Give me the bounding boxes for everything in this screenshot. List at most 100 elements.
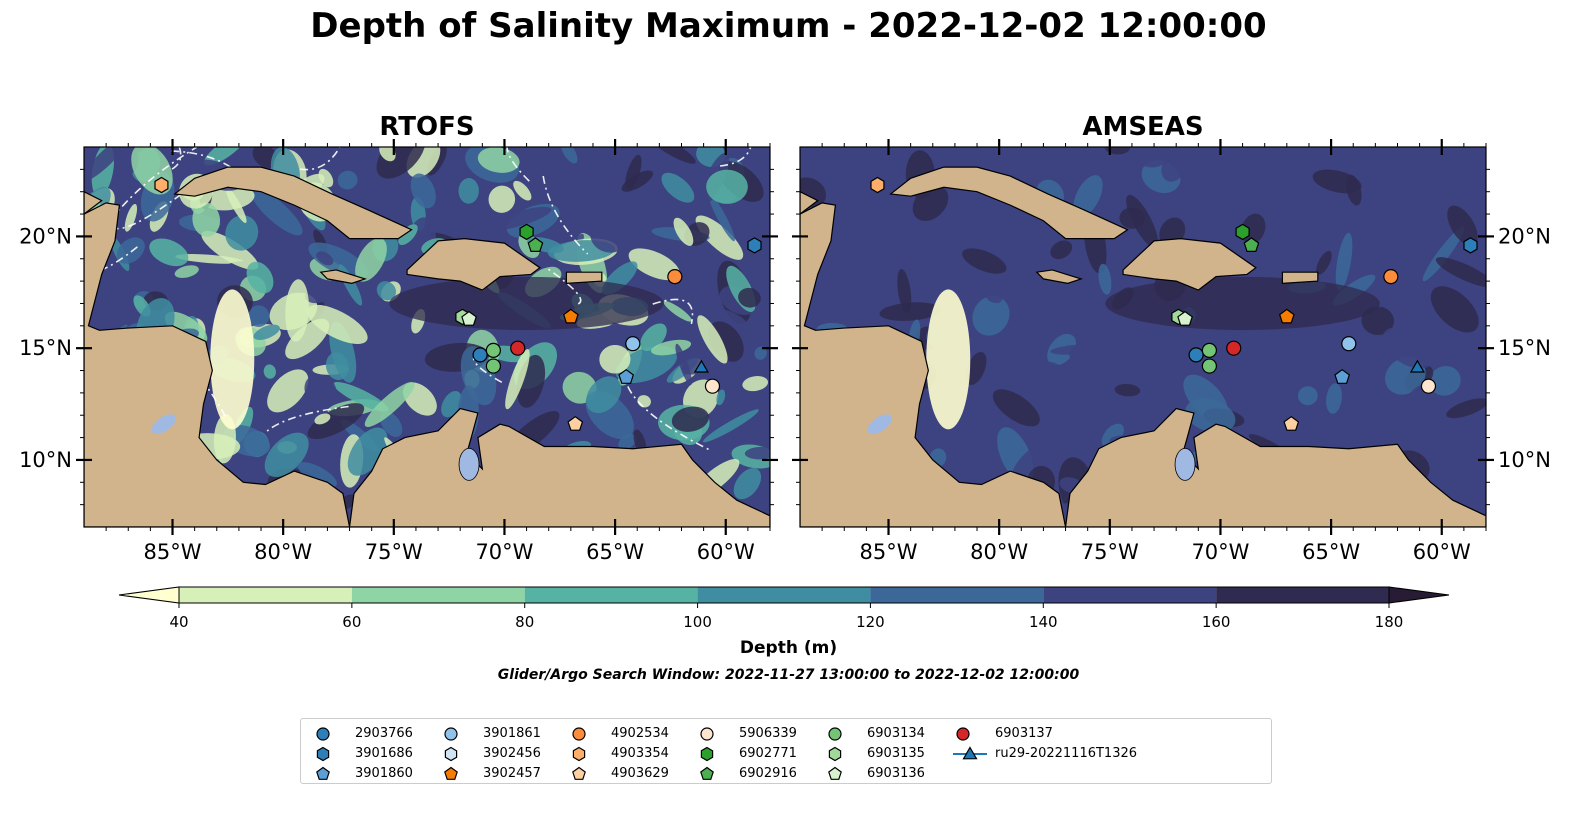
float-marker-3901686: [747, 237, 762, 254]
map-panel-rtofs: 20°N 15°N 10°N 85°W 80°W 75°W 70°W 65°W 60°W: [19, 139, 778, 564]
colorbar-tick-label: 60: [342, 613, 361, 631]
lat-tick-label: 15°N: [1498, 336, 1551, 360]
land-south-america: [1064, 407, 1486, 527]
legend-marker-icon: [953, 746, 987, 760]
legend-label: 3901686: [355, 746, 413, 761]
legend-marker: [316, 766, 330, 780]
colorbar-tick-label: 80: [515, 613, 534, 631]
colorbar-tick-label: 120: [856, 613, 885, 631]
legend-label: 4903629: [611, 766, 669, 781]
float-marker-6903134: [485, 358, 501, 374]
map-frame: [799, 146, 1487, 528]
legend-marker: [572, 746, 586, 762]
legend-marker-icon: [444, 766, 458, 780]
map-frame: [83, 146, 771, 528]
legend-marker: [828, 727, 842, 741]
legend-label: 6903136: [867, 766, 925, 781]
float-marker-3901861: [625, 336, 641, 352]
legend-marker: [572, 766, 586, 780]
legend: 2903766 3901686 3901860 3901861 3902456 39024…: [300, 718, 1272, 784]
float-marker-4903354: [154, 176, 169, 194]
colorbar-tick-label: 160: [1202, 613, 1231, 631]
colorbar-bin: [179, 587, 352, 603]
colorbar-tick-label: 40: [169, 613, 188, 631]
colorbar: 40 60 80 100 120 140 160 180: [118, 586, 1450, 631]
lat-tick-label: 20°N: [19, 224, 72, 248]
float-marker-ru29-20221116T1326: [693, 359, 709, 373]
panel-title-amseas: AMSEAS: [1082, 112, 1204, 142]
legend-label: 3902456: [483, 746, 541, 761]
land-puerto-rico: [565, 271, 603, 284]
lon-tick-label: 65°W: [586, 540, 644, 564]
legend-label: 6903135: [867, 746, 925, 761]
legend-marker: [444, 727, 458, 741]
legend-marker: [444, 766, 458, 780]
legend-label: 2903766: [355, 726, 413, 741]
land-hispaniola: [1122, 238, 1257, 291]
float-marker-6902916: [1243, 237, 1260, 252]
legend-marker: [316, 746, 330, 762]
legend-marker: [828, 766, 842, 780]
land-cuba: [173, 166, 413, 240]
legend-marker-icon: [700, 746, 714, 762]
float-marker-4903354: [870, 176, 885, 194]
legend-label: 5906339: [739, 726, 797, 741]
float-marker-6903134: [485, 342, 501, 359]
lon-tick-label: 60°W: [1413, 540, 1471, 564]
lake-maracaibo: [1174, 448, 1196, 481]
land-central-america: [800, 202, 1067, 527]
legend-marker-icon: [828, 766, 842, 780]
legend-marker-icon: [444, 727, 458, 741]
legend-label: 6903137: [995, 726, 1053, 741]
float-marker-3901860: [1334, 368, 1351, 384]
search-window-text: Glider/Argo Search Window: 2022-11-27 13…: [497, 667, 1080, 683]
lat-tick-label: 10°N: [1498, 448, 1551, 472]
float-marker-ru29-20221116T1326: [1409, 359, 1425, 373]
float-marker-6902771: [519, 223, 534, 241]
legend-label: ru29-20221116T1326: [995, 746, 1138, 761]
legend-marker: [316, 727, 330, 741]
lon-tick-label: 80°W: [970, 540, 1028, 564]
float-marker-6903134: [1201, 342, 1217, 359]
lake-maracaibo: [458, 448, 480, 481]
float-marker-4903629: [567, 415, 584, 431]
lat-tick-label: 20°N: [1498, 224, 1551, 248]
legend-label: 4903354: [611, 746, 669, 761]
legend-marker-icon: [700, 766, 714, 780]
float-marker-2903766: [472, 347, 488, 363]
colorbar-under-arrow: [118, 586, 180, 604]
land-yucatan-tip: [84, 191, 103, 215]
float-marker-4902534: [1383, 269, 1399, 285]
land-jamaica: [319, 269, 367, 284]
lat-tick-label: 15°N: [19, 336, 72, 360]
float-marker-2903766: [1188, 347, 1204, 363]
colorbar-bin: [870, 587, 1044, 603]
lon-tick-label: 75°W: [1081, 540, 1139, 564]
legend-label: 3901861: [483, 726, 541, 741]
float-marker-3901860: [618, 368, 635, 384]
colorbar-tick-label: 140: [1029, 613, 1058, 631]
float-marker-6903134: [1201, 358, 1217, 374]
legend-label: 3902457: [483, 766, 541, 781]
float-marker-3902457: [1278, 308, 1295, 324]
legend-label: 6902916: [739, 766, 797, 781]
colorbar-bin: [524, 587, 698, 603]
float-marker-6903137: [1226, 340, 1242, 356]
colorbar-bin: [1043, 587, 1217, 603]
float-marker-3901861: [1341, 336, 1357, 352]
float-marker-4903629: [1283, 415, 1300, 431]
legend-marker: [700, 746, 714, 762]
lat-tick-label: 10°N: [19, 448, 72, 472]
lake-nicaragua: [151, 414, 176, 435]
colorbar-bin: [697, 587, 871, 603]
float-marker-6903136: [1177, 310, 1193, 326]
float-marker-3902457: [562, 308, 579, 324]
colorbar-tick-label: 180: [1375, 613, 1404, 631]
float-marker-5906339: [1420, 378, 1437, 394]
lon-tick-label: 70°W: [475, 540, 533, 564]
float-marker-3901686: [1463, 237, 1478, 254]
legend-marker-icon: [828, 746, 842, 762]
legend-marker-icon: [316, 727, 330, 741]
legend-marker: [572, 727, 586, 741]
lon-tick-label: 85°W: [144, 540, 202, 564]
